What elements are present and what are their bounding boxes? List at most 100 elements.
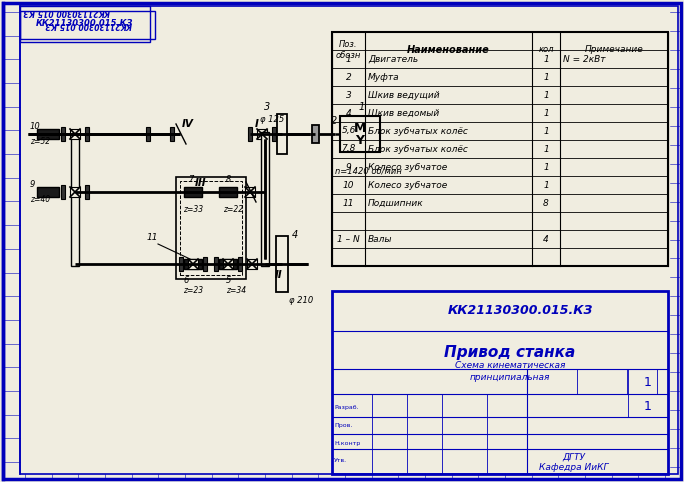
Bar — [261, 132, 269, 266]
Bar — [61, 127, 65, 141]
Bar — [277, 114, 287, 154]
Text: 7: 7 — [188, 175, 194, 184]
Text: 1: 1 — [543, 180, 549, 189]
Text: z=23: z=23 — [183, 286, 203, 295]
Bar — [247, 259, 257, 269]
Text: Блок зубчатых колёс: Блок зубчатых колёс — [368, 145, 468, 153]
Bar — [70, 187, 80, 197]
Text: 10: 10 — [343, 180, 354, 189]
Text: 8: 8 — [226, 175, 231, 184]
Text: Разраб.: Разраб. — [334, 404, 358, 410]
Text: Блок зубчатых колёс: Блок зубчатых колёс — [368, 126, 468, 135]
Text: КК21130300.015.КЗ: КК21130300.015.КЗ — [22, 7, 109, 16]
Bar — [272, 127, 276, 141]
Text: 8: 8 — [543, 199, 549, 207]
Text: φ 125: φ 125 — [260, 115, 285, 124]
Text: 1: 1 — [543, 108, 549, 118]
Text: N = 2кВт: N = 2кВт — [563, 54, 605, 64]
Text: z=40: z=40 — [30, 195, 50, 204]
Text: 6: 6 — [183, 276, 188, 285]
Text: Схема кинематическая: Схема кинематическая — [455, 362, 565, 371]
Text: КК21130300.015.КЗ: КК21130300.015.КЗ — [36, 19, 134, 28]
Bar — [37, 129, 59, 139]
Text: Шкив ведомый: Шкив ведомый — [368, 108, 439, 118]
Text: Колесо зубчатое: Колесо зубчатое — [368, 180, 447, 189]
Bar — [20, 11, 155, 39]
Bar — [85, 185, 89, 199]
Text: 3: 3 — [264, 102, 270, 112]
Text: 1: 1 — [359, 102, 365, 112]
Bar — [146, 127, 150, 141]
Bar — [245, 187, 255, 197]
Text: КК21130300.015.КЗ: КК21130300.015.КЗ — [44, 21, 132, 29]
Bar — [179, 257, 183, 271]
Text: 2: 2 — [345, 72, 352, 81]
Text: 1: 1 — [543, 162, 549, 172]
Bar — [312, 125, 319, 143]
Text: Пров.: Пров. — [334, 424, 352, 428]
Text: 1: 1 — [543, 126, 549, 135]
Text: КК21130300.015.КЗ: КК21130300.015.КЗ — [447, 305, 593, 318]
Text: n=1420 об/мин: n=1420 об/мин — [335, 166, 402, 175]
Bar — [219, 259, 237, 269]
Text: 4: 4 — [543, 235, 549, 243]
Bar — [238, 257, 242, 271]
Text: φ 210: φ 210 — [289, 296, 313, 305]
Bar — [170, 127, 174, 141]
Bar — [340, 116, 380, 152]
Bar — [628, 394, 668, 417]
Text: 1 – N: 1 – N — [337, 235, 360, 243]
Text: 4: 4 — [345, 108, 352, 118]
Text: кол: кол — [538, 45, 554, 54]
Bar — [188, 259, 198, 269]
Bar — [179, 181, 241, 275]
Text: Кафедра ИиКГ: Кафедра ИиКГ — [539, 463, 609, 471]
Text: 11: 11 — [343, 199, 354, 207]
Text: Колесо зубчатое: Колесо зубчатое — [368, 162, 447, 172]
Text: 4: 4 — [292, 230, 298, 240]
Text: Примечание: Примечание — [585, 45, 644, 54]
Bar — [223, 259, 233, 269]
Bar — [184, 187, 202, 197]
Bar — [85, 127, 89, 141]
Bar — [248, 127, 252, 141]
Text: Подшипник: Подшипник — [368, 199, 423, 207]
Text: 5,6: 5,6 — [341, 126, 356, 135]
Text: Привод станка: Привод станка — [445, 345, 576, 360]
Text: 10: 10 — [30, 122, 41, 131]
Bar — [37, 187, 59, 197]
Text: 7,8: 7,8 — [341, 145, 356, 153]
Text: принципиальная: принципиальная — [470, 373, 550, 381]
Text: z=34: z=34 — [226, 286, 246, 295]
Bar — [176, 177, 246, 279]
Text: 9: 9 — [345, 162, 352, 172]
Text: z=52: z=52 — [30, 137, 50, 146]
Text: M: M — [354, 122, 366, 135]
Text: z=33: z=33 — [183, 205, 203, 214]
Bar — [70, 129, 80, 139]
Bar — [20, 6, 150, 42]
Bar — [628, 369, 668, 394]
Text: 3: 3 — [345, 91, 352, 99]
Text: z=22: z=22 — [223, 205, 243, 214]
Text: 1: 1 — [644, 375, 652, 388]
Bar — [257, 129, 267, 139]
Text: II: II — [275, 270, 282, 280]
Text: 1: 1 — [644, 400, 652, 413]
Text: Валы: Валы — [368, 235, 393, 243]
Text: III: III — [195, 178, 207, 188]
Bar — [219, 187, 237, 197]
Bar — [214, 257, 218, 271]
Bar — [203, 257, 207, 271]
Text: 5: 5 — [226, 276, 231, 285]
Text: 1: 1 — [345, 54, 352, 64]
Text: 2: 2 — [331, 116, 337, 126]
Bar — [184, 259, 202, 269]
Bar — [332, 291, 668, 474]
Bar — [332, 32, 668, 266]
Text: I: I — [255, 119, 259, 129]
Text: Двигатель: Двигатель — [368, 54, 418, 64]
Text: 1: 1 — [543, 72, 549, 81]
Text: Н.контр: Н.контр — [334, 442, 360, 446]
Text: IV: IV — [182, 119, 194, 129]
